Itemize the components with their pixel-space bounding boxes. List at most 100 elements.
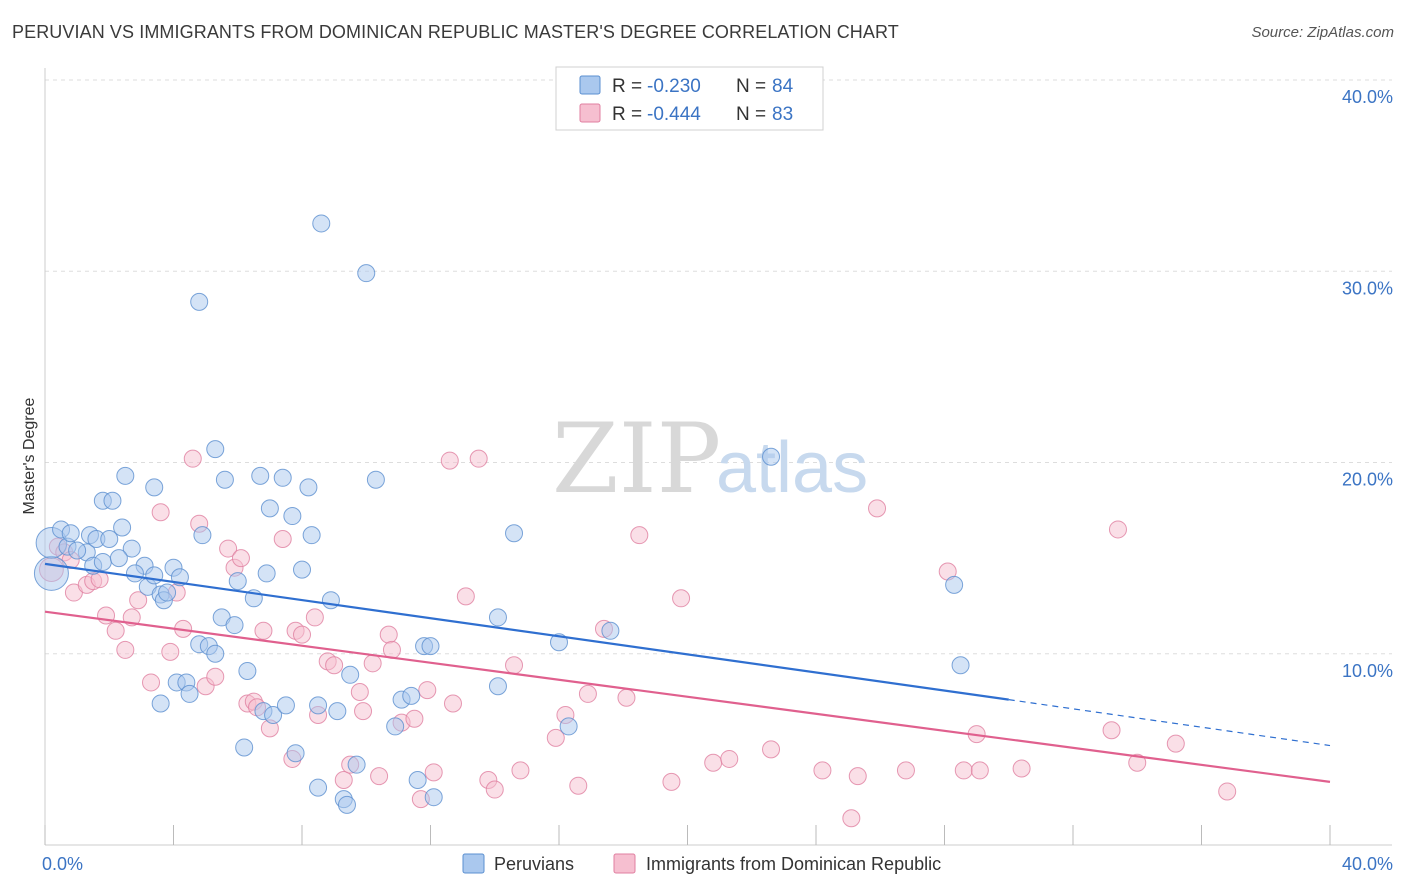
dominican-point	[305, 608, 324, 627]
dominican-point	[720, 749, 739, 768]
y-tick-label: 40.0%	[1342, 87, 1393, 107]
y-axis-label: Master's Degree	[21, 397, 38, 514]
dominican-point	[106, 621, 125, 640]
legend: R = -0.230 N = 84 R = -0.444 N = 83	[555, 66, 824, 131]
dominican-point	[424, 763, 443, 782]
peruvian-point	[286, 744, 305, 763]
legend-n-value: 84	[772, 76, 794, 97]
dominican-point	[1102, 721, 1121, 740]
dominican-point	[231, 549, 250, 568]
watermark-zip: ZIP	[552, 403, 721, 515]
legend-swatch-dominican	[579, 103, 601, 123]
dominican-point	[129, 591, 148, 610]
peruvian-point	[206, 440, 225, 459]
dominican-point	[142, 673, 161, 692]
dominican-point	[511, 761, 530, 780]
dominican-point	[370, 767, 389, 786]
grid-lines	[45, 79, 1392, 655]
dominican-point	[440, 451, 459, 470]
peruvian-point	[945, 575, 964, 594]
peruvian-point	[158, 583, 177, 602]
dominican-point	[405, 709, 424, 728]
y-tick-label: 10.0%	[1342, 661, 1393, 681]
dominican-point	[254, 621, 273, 640]
x-tick-label: 0.0%	[42, 854, 83, 874]
dominican-point	[813, 761, 832, 780]
peruvian-point	[357, 264, 376, 283]
dominican-point	[273, 530, 292, 548]
y-tick-label: 20.0%	[1342, 470, 1393, 490]
peruvian-point	[260, 499, 279, 518]
peruvian-point	[238, 661, 257, 680]
peruvian-point	[951, 656, 970, 675]
peruvian-point	[283, 507, 302, 526]
peruvian-point	[408, 770, 427, 789]
legend-swatch-peruvians	[579, 75, 601, 95]
peruvian-point	[488, 677, 507, 696]
trend-lines	[44, 562, 1331, 783]
bottom-legend-label-peruvians: Peruvians	[494, 854, 574, 874]
chart-title: PERUVIAN VS IMMIGRANTS FROM DOMINICAN RE…	[12, 22, 899, 42]
peruvian-point	[309, 778, 328, 797]
series-dominican-points	[39, 449, 1237, 828]
dominican-point	[546, 728, 565, 747]
dominican-trend-line	[44, 610, 1331, 783]
legend-r-label: R =	[612, 76, 642, 97]
dominican-point	[848, 767, 867, 786]
peruvian-point	[251, 466, 270, 485]
peruvian-point	[68, 541, 87, 560]
peruvian-point	[302, 526, 321, 545]
dominican-point	[762, 740, 781, 759]
peruvian-point	[264, 705, 283, 724]
legend-r-label: R =	[612, 104, 642, 125]
bottom-legend: Peruvians Immigrants from Dominican Repu…	[462, 853, 941, 874]
peruvian-point	[341, 665, 360, 684]
dominican-point	[418, 681, 437, 700]
dominican-point	[469, 449, 488, 468]
peruvian-point	[235, 738, 254, 757]
dominican-point	[485, 780, 504, 799]
watermark-atlas: atlas	[716, 428, 868, 508]
dominican-point	[443, 694, 462, 713]
dominican-point	[662, 772, 681, 791]
peruvian-point	[145, 566, 164, 585]
peruvian-point	[601, 621, 620, 640]
bottom-legend-swatch-peruvians	[462, 853, 485, 874]
peruvians-trend-line	[44, 562, 1009, 701]
peruvian-point	[347, 755, 366, 774]
peruvian-point	[328, 702, 347, 721]
dominican-point	[896, 761, 915, 780]
series-peruvians-points	[33, 214, 970, 814]
peruvian-point	[103, 491, 122, 510]
peruvian-point	[273, 468, 292, 487]
peruvian-point	[225, 616, 244, 635]
legend-n-value: 83	[772, 104, 793, 125]
tick-labels: 10.0% 20.0% 30.0% 40.0% 0.0% 40.0%	[42, 87, 1393, 874]
dominican-point	[1012, 759, 1031, 778]
peruvian-point	[113, 518, 132, 537]
dominican-point	[325, 656, 344, 675]
peruvian-point	[386, 717, 405, 736]
peruvian-point	[61, 524, 80, 543]
peruvian-point	[33, 555, 69, 591]
dominican-point	[868, 499, 887, 518]
peruvian-point	[337, 795, 356, 814]
dominican-point	[578, 684, 597, 703]
peruvian-point	[125, 564, 144, 583]
axes	[44, 68, 1392, 846]
dominican-point	[206, 667, 225, 686]
peruvian-point	[762, 447, 781, 466]
dominican-point	[183, 449, 202, 468]
dominican-point	[954, 761, 973, 780]
dominican-point	[617, 688, 636, 707]
dominican-point	[630, 526, 649, 545]
dominican-point	[569, 776, 588, 795]
peruvian-point	[550, 633, 568, 652]
peruvian-point	[402, 686, 421, 705]
peruvian-point	[488, 608, 507, 627]
peruvian-point	[366, 470, 385, 489]
bottom-legend-swatch-dominican	[613, 853, 636, 874]
dominican-point	[1108, 520, 1127, 539]
legend-n-label: N =	[736, 104, 766, 125]
